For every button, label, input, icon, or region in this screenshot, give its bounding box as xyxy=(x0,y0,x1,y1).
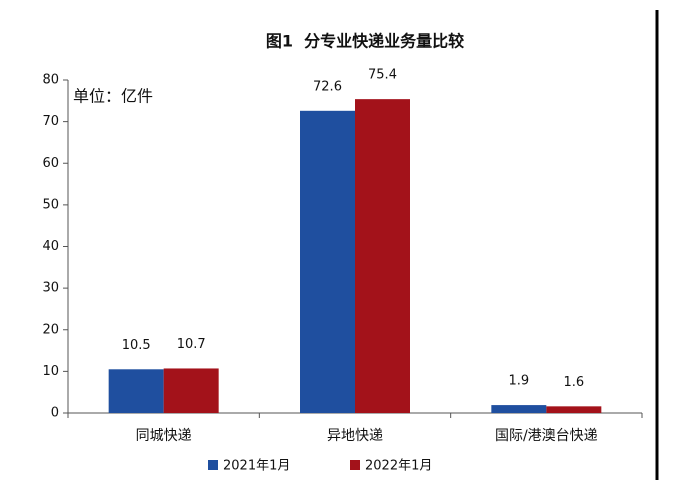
x-tick-label: 国际/港澳台快递 xyxy=(495,428,598,444)
bar xyxy=(163,368,219,413)
y-tick-label: 0 xyxy=(51,406,59,421)
bar xyxy=(108,369,164,413)
bar xyxy=(355,99,410,414)
x-tick-label: 异地快递 xyxy=(327,428,383,444)
chart-title: 图1 分专业快递业务量比较 xyxy=(266,32,464,51)
y-tick-label: 40 xyxy=(42,239,59,254)
y-tick-label: 60 xyxy=(42,156,59,171)
legend-swatch xyxy=(208,460,218,470)
unit-label: 单位：亿件 xyxy=(73,87,153,106)
value-label: 75.4 xyxy=(368,68,397,83)
y-tick-label: 70 xyxy=(42,114,59,129)
value-label: 10.7 xyxy=(177,337,206,352)
y-tick-label: 30 xyxy=(42,281,59,296)
bar xyxy=(300,110,355,414)
value-label: 72.6 xyxy=(313,79,342,94)
y-tick-label: 50 xyxy=(42,197,59,212)
y-tick-label: 80 xyxy=(42,73,59,88)
x-tick-label: 同城快递 xyxy=(136,428,192,444)
bar xyxy=(546,406,602,413)
y-tick-label: 10 xyxy=(42,364,59,379)
legend-label: 2022年1月 xyxy=(365,459,432,474)
legend-swatch xyxy=(350,460,360,470)
legend-label: 2021年1月 xyxy=(223,459,290,474)
value-label: 1.9 xyxy=(508,374,529,389)
y-tick-label: 20 xyxy=(42,322,59,337)
value-label: 1.6 xyxy=(563,375,584,390)
bar xyxy=(491,405,547,413)
value-label: 10.5 xyxy=(122,338,151,353)
